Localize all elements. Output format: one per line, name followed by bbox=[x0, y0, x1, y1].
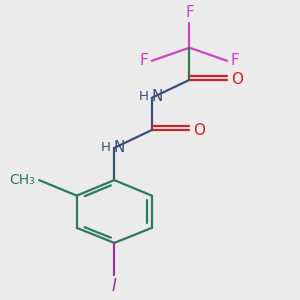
Text: F: F bbox=[139, 53, 148, 68]
Text: H: H bbox=[100, 141, 110, 154]
Text: N: N bbox=[114, 140, 125, 155]
Text: O: O bbox=[231, 72, 243, 87]
Text: CH₃: CH₃ bbox=[10, 173, 35, 187]
Text: H: H bbox=[139, 90, 148, 103]
Text: F: F bbox=[231, 53, 240, 68]
Text: I: I bbox=[112, 278, 117, 296]
Text: N: N bbox=[151, 89, 163, 104]
Text: F: F bbox=[185, 5, 194, 20]
Text: O: O bbox=[193, 122, 205, 137]
